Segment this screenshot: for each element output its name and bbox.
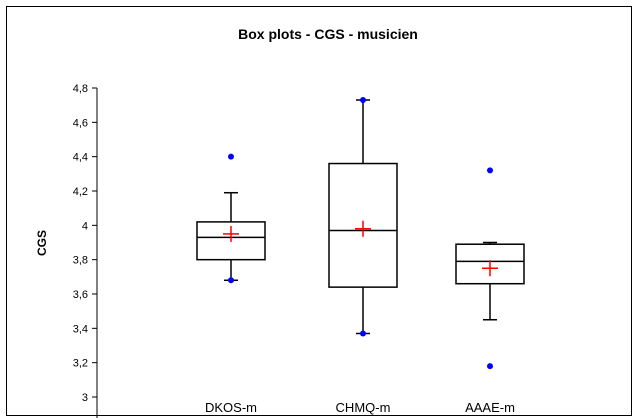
chart-title: Box plots - CGS - musicien xyxy=(238,26,418,42)
y-tick-label: 3,6 xyxy=(73,289,88,301)
min-point xyxy=(360,330,366,337)
x-axis-labels: DKOS-m CHMQ-m AAAE-m xyxy=(205,400,515,415)
y-tick-label: 4,8 xyxy=(73,83,88,95)
y-axis-label: CGS xyxy=(35,230,49,256)
x-category-label: AAAE-m xyxy=(465,400,515,415)
x-category-label: DKOS-m xyxy=(205,400,257,415)
chart-border xyxy=(6,6,632,416)
x-category-label: CHMQ-m xyxy=(336,400,391,415)
min-point xyxy=(228,277,234,284)
y-tick-label: 3,4 xyxy=(73,323,88,335)
y-tick-label: 3,2 xyxy=(73,358,88,370)
max-point xyxy=(228,153,234,160)
box-aaae-m xyxy=(455,167,525,370)
y-tick-label: 4,2 xyxy=(73,186,88,198)
y-axis-ticks: 3 3,2 3,4 3,6 3,8 4 4,2 4,4 4,6 4,8 xyxy=(73,83,97,404)
y-tick-label: 4,4 xyxy=(73,152,88,164)
y-tick-label: 3,8 xyxy=(73,255,88,267)
y-tick-label: 3 xyxy=(82,392,88,404)
max-point xyxy=(487,167,493,174)
y-tick-label: 4 xyxy=(82,220,88,232)
y-tick-label: 4,6 xyxy=(73,117,88,129)
box-dkos-m xyxy=(196,153,266,284)
box-series xyxy=(196,97,525,370)
box-chmq-m xyxy=(328,97,398,337)
min-point xyxy=(487,363,493,370)
max-point xyxy=(360,97,366,104)
